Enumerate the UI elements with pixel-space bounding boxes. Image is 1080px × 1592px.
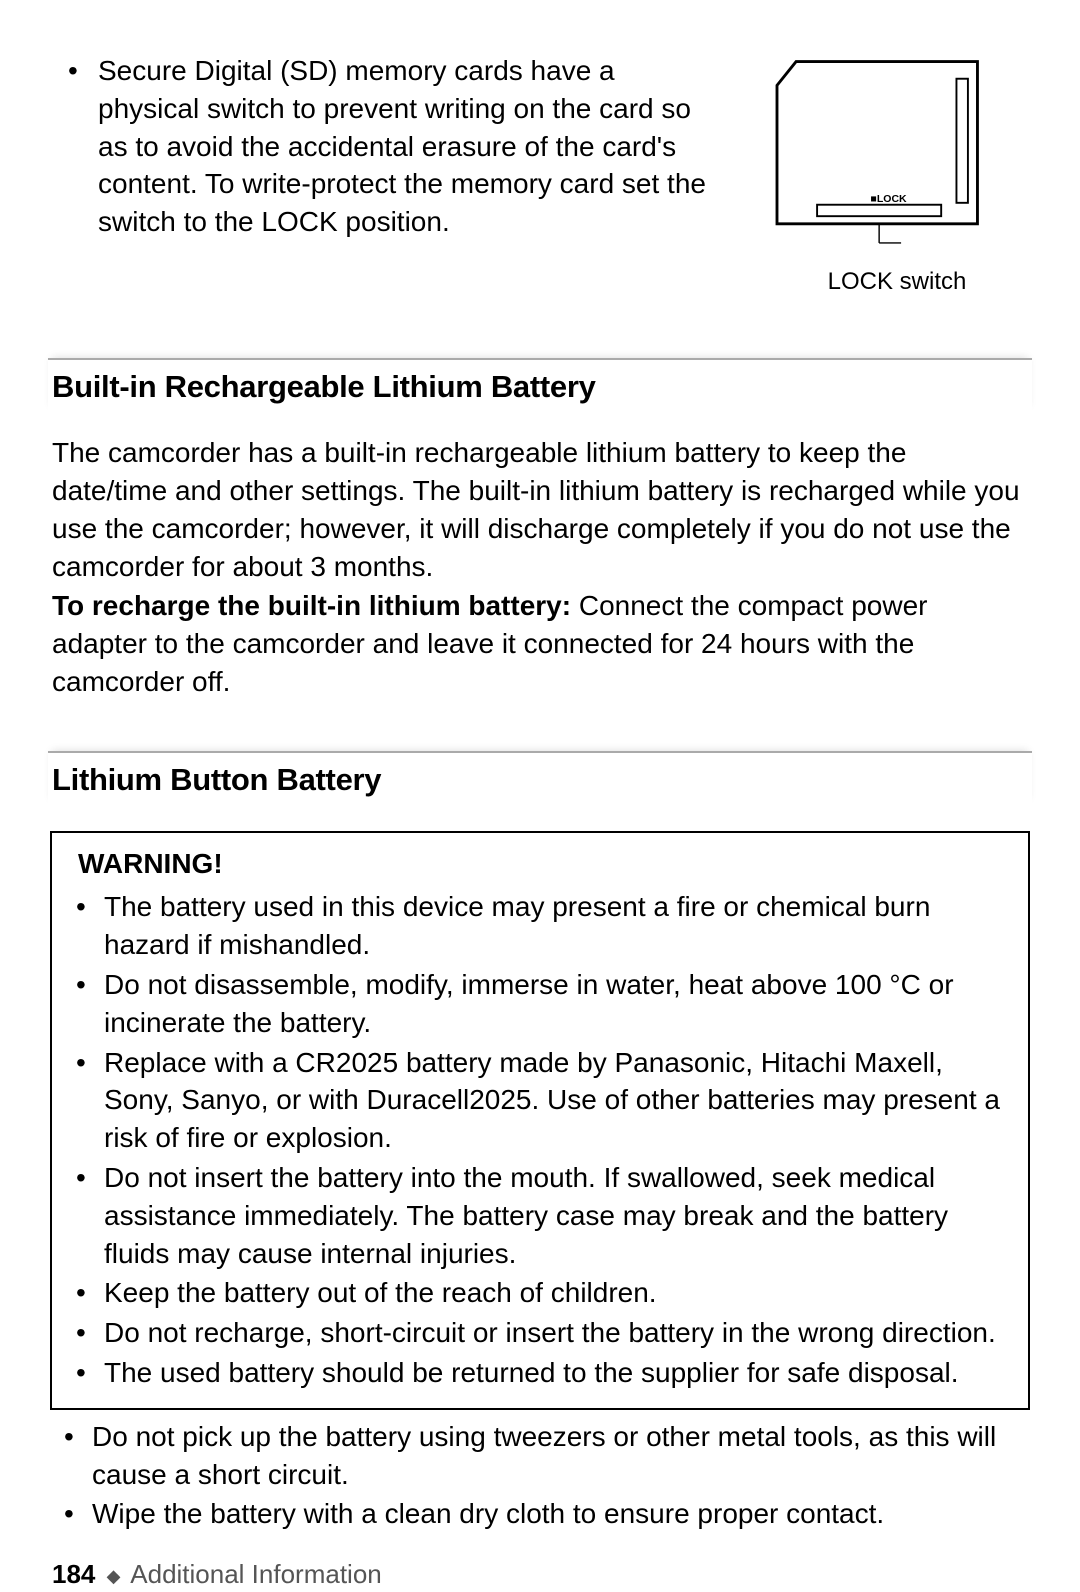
page-footer: 184 ◆ Additional Information: [48, 1557, 1032, 1592]
section-heading-battery: Built-in Rechargeable Lithium Battery: [48, 358, 1032, 414]
warning-list: The battery used in this device may pres…: [70, 888, 1010, 1391]
after-item: Wipe the battery with a clean dry cloth …: [52, 1495, 1028, 1533]
sd-memory-row: Secure Digital (SD) memory cards have a …: [48, 52, 1032, 298]
sd-bullet-text: Secure Digital (SD) memory cards have a …: [48, 52, 712, 298]
warning-item: Do not insert the battery into the mouth…: [70, 1159, 1010, 1272]
lock-switch-caption: LOCK switch: [798, 266, 967, 298]
warning-item: The battery used in this device may pres…: [70, 888, 1010, 964]
sd-card-diagram: ■LOCK LOCK switch: [732, 52, 1032, 298]
warning-item: Replace with a CR2025 battery made by Pa…: [70, 1044, 1010, 1157]
after-item: Do not pick up the battery using tweezer…: [52, 1418, 1028, 1494]
warning-box: WARNING! The battery used in this device…: [50, 831, 1030, 1410]
lock-inner-label: ■LOCK: [871, 193, 908, 205]
warning-item: Keep the battery out of the reach of chi…: [70, 1274, 1010, 1312]
warning-title: WARNING!: [70, 845, 1010, 883]
section-heading-button-battery: Lithium Button Battery: [48, 751, 1032, 807]
sd-bullet-content: Secure Digital (SD) memory cards have a …: [98, 55, 706, 237]
warning-item: The used battery should be returned to t…: [70, 1354, 1010, 1392]
battery-para1: The camcorder has a built-in rechargeabl…: [48, 434, 1032, 585]
footer-diamond-icon: ◆: [107, 1566, 121, 1586]
sd-card-svg: ■LOCK: [752, 52, 1012, 262]
battery-para2-bold: To recharge the built-in lithium battery…: [52, 590, 571, 621]
footer-section: Additional Information: [130, 1559, 381, 1589]
after-warning-list: Do not pick up the battery using tweezer…: [48, 1418, 1032, 1533]
warning-item: Do not disassemble, modify, immerse in w…: [70, 966, 1010, 1042]
battery-para2: To recharge the built-in lithium battery…: [48, 587, 1032, 700]
page-number: 184: [52, 1559, 95, 1589]
warning-item: Do not recharge, short-circuit or insert…: [70, 1314, 1010, 1352]
